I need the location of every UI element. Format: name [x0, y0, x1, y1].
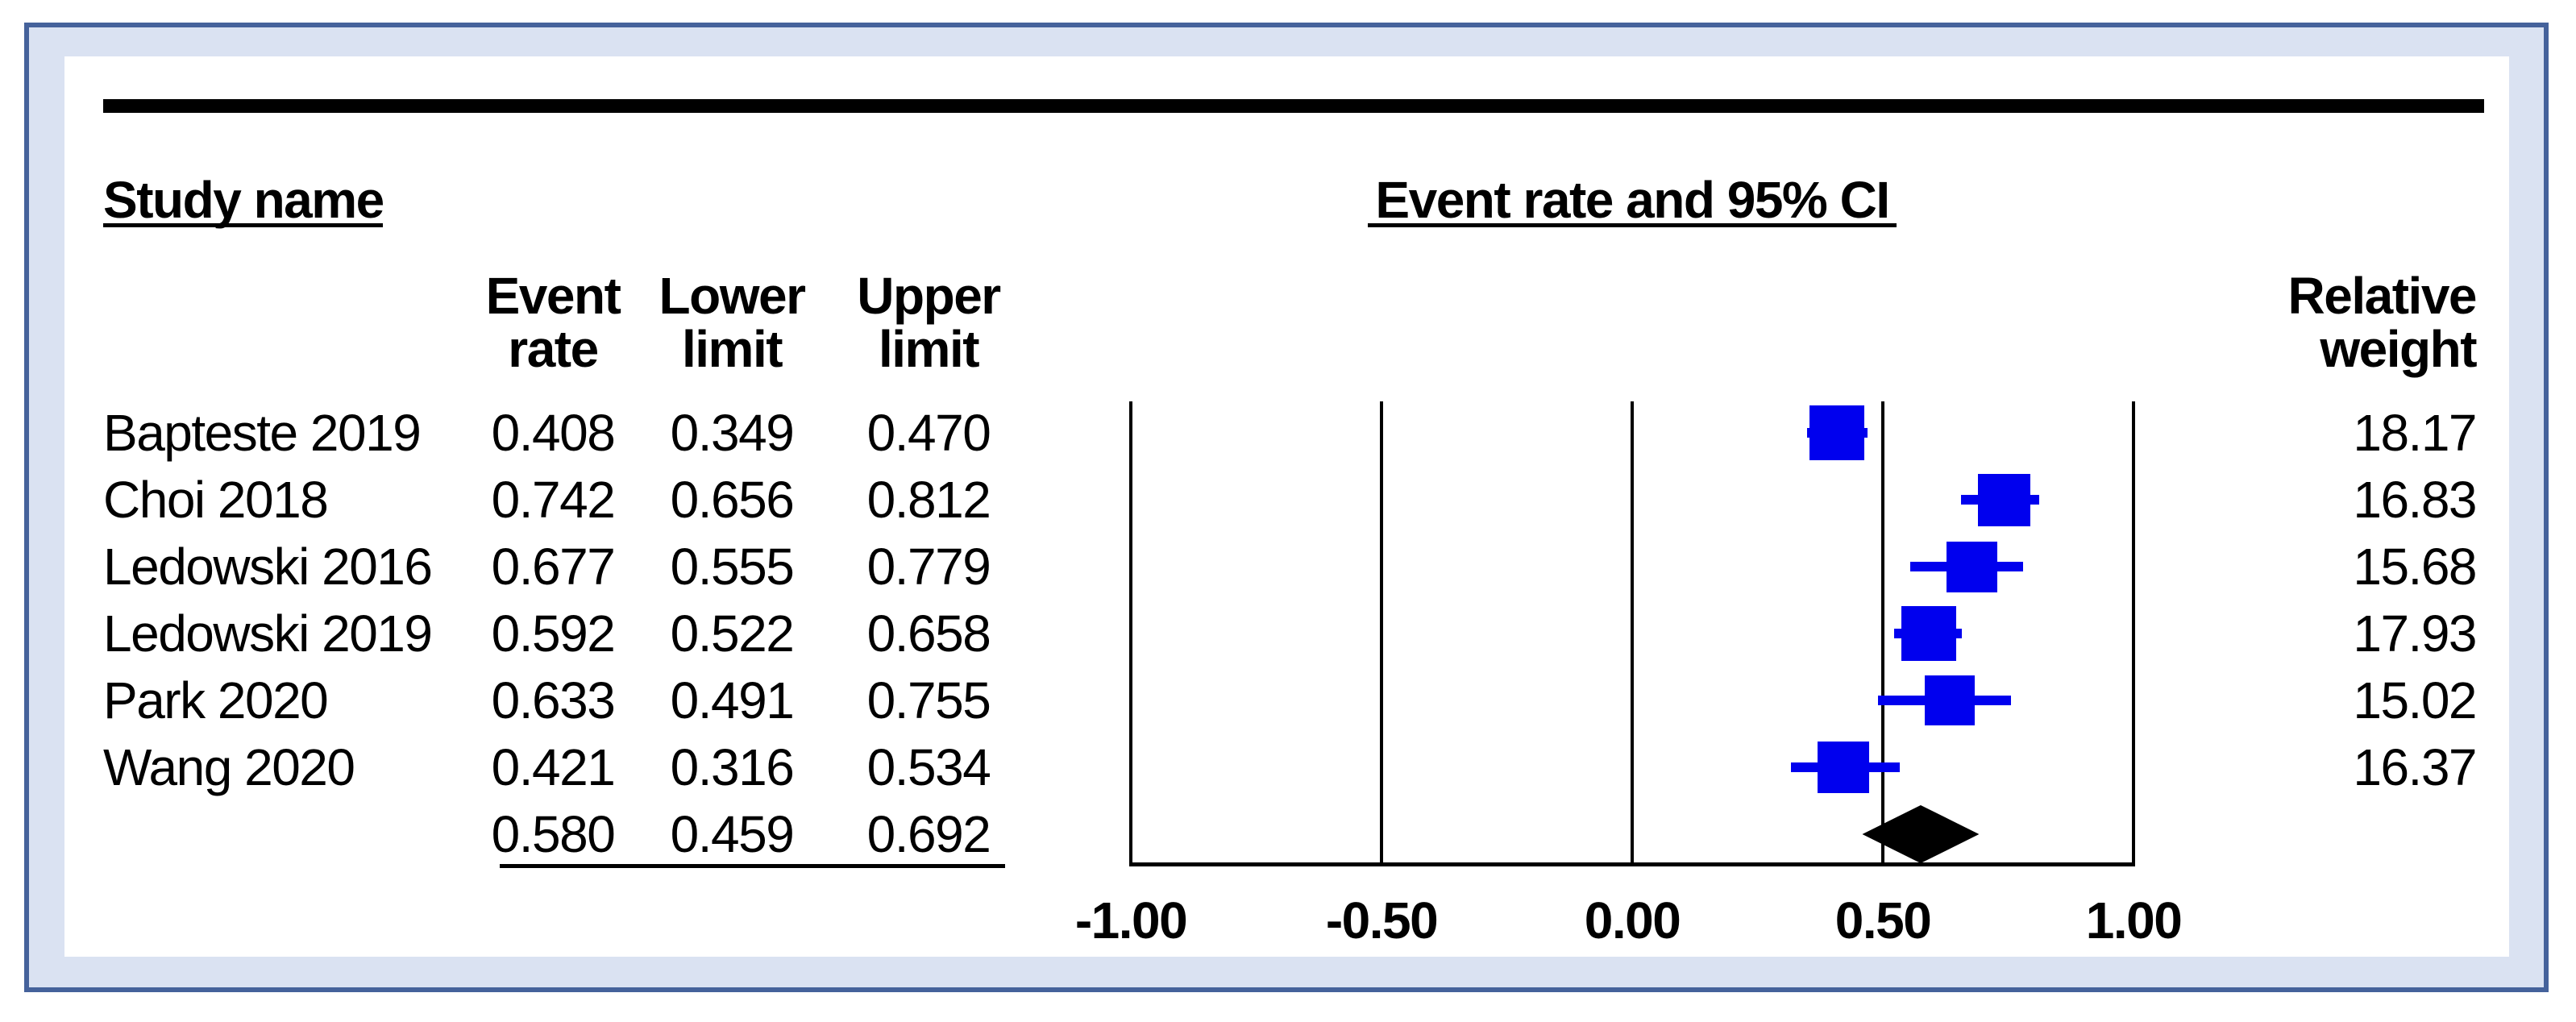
axis-tick-label: 0.50 — [1834, 891, 1932, 949]
axis-gridline — [1380, 401, 1383, 864]
lower-limit-value: 0.491 — [670, 671, 795, 729]
plot-title: Event rate and 95% CI — [1375, 171, 1890, 229]
upper-limit-value: 0.755 — [866, 671, 991, 729]
relative-weight-column-header: Relative weight — [2287, 267, 2478, 378]
relative-weight-value: 18.17 — [2353, 404, 2477, 462]
study-name-underline — [103, 223, 383, 227]
relative-weight-value: 16.37 — [2353, 738, 2477, 796]
top-rule — [103, 99, 2484, 113]
effect-size-square — [1924, 675, 1975, 725]
axis-gridline — [1881, 401, 1884, 864]
figure-panel — [64, 56, 2509, 957]
upper-limit-value: 0.470 — [866, 404, 991, 462]
summary-event-rate-value: 0.580 — [491, 805, 616, 863]
lower-limit-value: 0.555 — [670, 538, 795, 596]
relative-weight-value: 17.93 — [2353, 604, 2477, 663]
upper-limit-column-header: Upper limit — [857, 267, 1001, 378]
relative-weight-value: 15.02 — [2353, 671, 2477, 729]
axis-gridline — [2132, 401, 2135, 864]
study-row-label: Choi 2018 — [103, 471, 329, 529]
event-rate-column-header: Event rate — [485, 267, 621, 378]
summary-upper-limit-value: 0.692 — [866, 805, 991, 863]
lower-limit-value: 0.522 — [670, 604, 795, 663]
study-row-label: Wang 2020 — [103, 738, 355, 796]
study-row-label: Park 2020 — [103, 671, 329, 729]
lower-limit-value: 0.316 — [670, 738, 795, 796]
study-row-label: Bapteste 2019 — [103, 404, 422, 462]
upper-limit-value: 0.534 — [866, 738, 991, 796]
study-row-label: Ledowski 2019 — [103, 604, 433, 663]
upper-limit-value: 0.658 — [866, 604, 991, 663]
axis-tick-label: -0.50 — [1325, 891, 1439, 949]
axis-tick-label: 0.00 — [1584, 891, 1681, 949]
event-rate-value: 0.592 — [491, 604, 616, 663]
study-name-header: Study name — [103, 171, 384, 229]
summary-diamond — [1862, 805, 1980, 863]
effect-size-square — [1901, 606, 1957, 661]
axis-tick-label: -1.00 — [1074, 891, 1188, 949]
axis-tick-label: 1.00 — [2085, 891, 2183, 949]
event-rate-value: 0.408 — [491, 404, 616, 462]
summary-lower-limit-value: 0.459 — [670, 805, 795, 863]
event-rate-value: 0.633 — [491, 671, 616, 729]
upper-limit-value: 0.779 — [866, 538, 991, 596]
lower-limit-value: 0.656 — [670, 471, 795, 529]
relative-weight-value: 15.68 — [2353, 538, 2477, 596]
event-rate-value: 0.421 — [491, 738, 616, 796]
lower-limit-column-header: Lower limit — [659, 267, 806, 378]
event-rate-value: 0.677 — [491, 538, 616, 596]
effect-size-square — [1809, 405, 1864, 460]
lower-limit-value: 0.349 — [670, 404, 795, 462]
axis-gridline — [1129, 401, 1132, 864]
relative-weight-value: 16.83 — [2353, 471, 2477, 529]
x-axis-line — [1129, 862, 2135, 866]
effect-size-square — [1817, 742, 1869, 793]
summary-underline — [500, 864, 1005, 868]
upper-limit-value: 0.812 — [866, 471, 991, 529]
effect-size-square — [1946, 541, 1997, 592]
study-row-label: Ledowski 2016 — [103, 538, 433, 596]
effect-size-square — [1978, 473, 2031, 526]
axis-gridline — [1631, 401, 1634, 864]
plot-title-underline — [1368, 223, 1897, 227]
event-rate-value: 0.742 — [491, 471, 616, 529]
